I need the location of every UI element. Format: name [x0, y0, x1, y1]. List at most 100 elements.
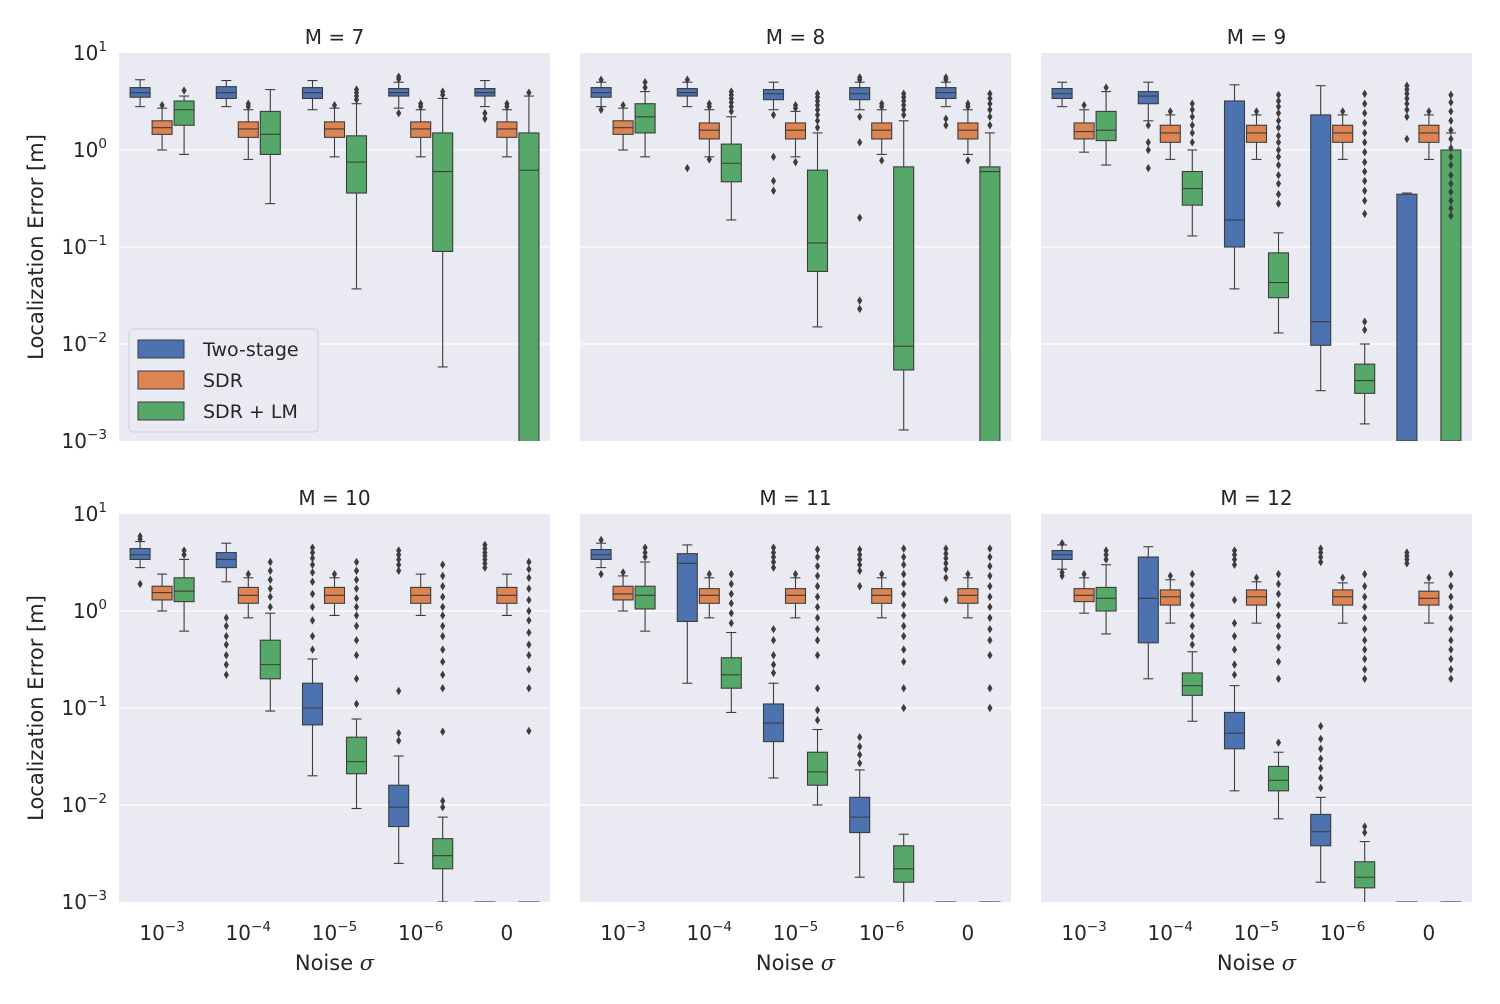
- outlier-point: [1231, 645, 1238, 654]
- outlier-point: [267, 602, 273, 612]
- box-body: [1137, 556, 1159, 644]
- outlier-point: [1275, 611, 1282, 620]
- box-two-stage-4: [388, 546, 410, 864]
- box-body: [1354, 861, 1376, 889]
- x-tick-label: 10−4: [1148, 919, 1194, 945]
- x-tick-label: 10−5: [312, 919, 358, 945]
- x-tick-label-base: 10: [1320, 921, 1345, 945]
- box-two-stage-2: [676, 544, 698, 684]
- outlier-point: [642, 552, 648, 562]
- boxes-group: [590, 73, 1001, 441]
- outlier-point: [1448, 116, 1454, 126]
- y-axis-label: Localization Error [m]: [24, 595, 48, 821]
- outlier-point: [857, 560, 863, 569]
- box-sdr-lm-2: [720, 569, 742, 713]
- outlier-point: [598, 75, 604, 84]
- outlier-point: [396, 72, 402, 81]
- outlier-point: [1167, 107, 1173, 116]
- y-tick-label: 10−3: [62, 427, 108, 453]
- outlier-point: [1362, 147, 1368, 157]
- outlier-point: [684, 75, 690, 84]
- box-sdr-1: [151, 573, 173, 612]
- outlier-point: [728, 608, 734, 618]
- outlier-point: [770, 557, 777, 567]
- outlier-point: [814, 571, 821, 581]
- outlier-point: [1275, 152, 1282, 162]
- box-sdr-lm-5: [518, 88, 540, 441]
- box-body: [496, 121, 518, 138]
- box-body: [698, 122, 720, 140]
- outlier-point: [353, 566, 360, 575]
- x-tick-label: 0: [962, 921, 975, 945]
- outlier-point: [857, 304, 863, 314]
- x-tick-label-base: 10: [859, 921, 884, 945]
- box-two-stage-3: [1223, 546, 1246, 792]
- outlier-point: [526, 651, 532, 660]
- outlier-point: [706, 99, 712, 108]
- y-tick-label: 10−2: [62, 791, 108, 817]
- outlier-point: [770, 660, 777, 669]
- outlier-point: [1318, 721, 1324, 731]
- outlier-point: [504, 99, 510, 108]
- y-tick-label-exponent: −1: [87, 694, 107, 710]
- outlier-point: [879, 99, 885, 108]
- outlier-point: [857, 742, 863, 751]
- y-tick-label: 10−2: [62, 330, 108, 356]
- x-tick-label-base: 10: [773, 921, 798, 945]
- box-body: [784, 588, 807, 604]
- legend: Two-stage SDR SDR + LM: [128, 328, 319, 433]
- outlier-point: [1362, 613, 1368, 623]
- box-body: [173, 577, 195, 603]
- outlier-point: [770, 152, 777, 162]
- outlier-point: [620, 100, 626, 110]
- box-two-stage-2: [215, 79, 237, 108]
- outlier-point: [901, 89, 907, 98]
- outlier-point: [642, 83, 648, 92]
- box-body: [1095, 586, 1117, 612]
- box-two-stage-3: [301, 543, 324, 777]
- y-tick-label: 10−3: [62, 888, 108, 914]
- box-sdr-lm-1: [634, 77, 656, 158]
- y-tick-label-exponent: 1: [98, 39, 107, 55]
- y-tick-label-base: 10: [62, 696, 87, 720]
- outlier-point: [1362, 89, 1368, 98]
- outlier-point: [1145, 138, 1151, 147]
- y-tick-label-exponent: 0: [98, 136, 107, 152]
- outlier-point: [1275, 190, 1282, 199]
- outlier-point: [943, 573, 949, 582]
- y-axis-label: Localization Error [m]: [24, 134, 48, 360]
- outlier-point: [309, 568, 316, 577]
- outlier-point: [1362, 592, 1368, 602]
- outlier-point: [396, 560, 402, 569]
- outlier-point: [1362, 828, 1368, 837]
- outlier-point: [1362, 624, 1368, 634]
- y-tick-label: 101: [73, 500, 107, 526]
- outlier-point: [440, 657, 446, 666]
- outlier-point: [309, 560, 316, 569]
- outlier-point: [223, 660, 229, 669]
- outlier-point: [598, 569, 604, 579]
- outlier-point: [901, 560, 907, 569]
- outlier-point: [1362, 822, 1368, 831]
- panel-title: M = 12: [1220, 486, 1292, 510]
- box-two-stage-5: [935, 544, 957, 902]
- x-axis-label-symbol: σ: [360, 951, 375, 975]
- x-tick-label-base: 0: [1423, 921, 1436, 945]
- outlier-point: [353, 85, 360, 94]
- x-tick-label-base: 10: [139, 921, 164, 945]
- box-body: [1418, 124, 1440, 143]
- y-tick-label-base: 10: [62, 890, 87, 914]
- box-sdr-lm-5: [979, 89, 1001, 441]
- outlier-point: [396, 108, 402, 118]
- outlier-point: [396, 550, 402, 559]
- y-tick-label-base: 10: [62, 332, 87, 356]
- outlier-point: [440, 802, 446, 812]
- outlier-point: [770, 624, 777, 634]
- box-sdr-3: [784, 100, 807, 167]
- outlier-point: [987, 684, 993, 693]
- outlier-point: [1275, 179, 1282, 188]
- outlier-point: [857, 550, 863, 559]
- outlier-point: [1231, 595, 1238, 605]
- outlier-point: [1189, 569, 1195, 579]
- outlier-point: [223, 651, 229, 660]
